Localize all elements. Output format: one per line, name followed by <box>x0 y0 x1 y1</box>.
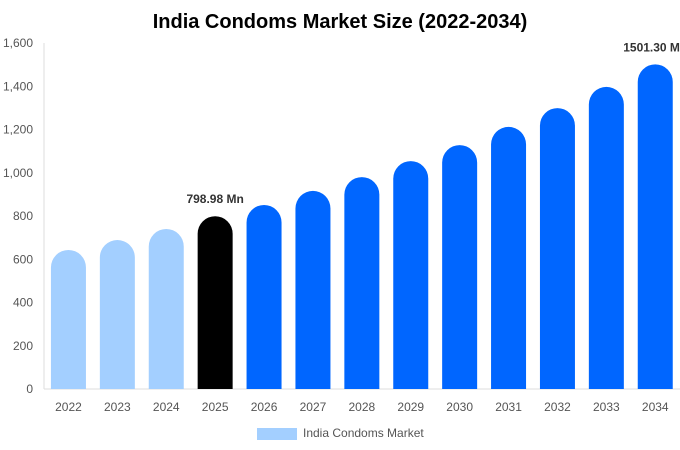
bar-2026[interactable] <box>246 204 282 389</box>
x-tick-label: 2025 <box>202 400 229 414</box>
y-tick-label: 400 <box>13 296 33 310</box>
x-tick-label: 2024 <box>153 400 180 414</box>
data-label: 1501.30 Mn <box>623 40 680 54</box>
x-tick-label: 2028 <box>348 400 375 414</box>
x-tick-label: 2027 <box>300 400 327 414</box>
x-tick-label: 2029 <box>397 400 424 414</box>
bar-2028[interactable] <box>344 177 380 389</box>
y-tick-label: 1,200 <box>3 123 33 137</box>
y-tick-label: 1,000 <box>3 166 33 180</box>
bar-2030[interactable] <box>442 145 478 389</box>
x-tick-label: 2030 <box>446 400 473 414</box>
bar-2024[interactable] <box>148 228 184 389</box>
bar-2029[interactable] <box>393 161 429 389</box>
chart-title: India Condoms Market Size (2022-2034) <box>153 11 528 33</box>
bar-2025[interactable] <box>197 216 233 389</box>
y-tick-label: 1,400 <box>3 79 33 93</box>
bar-2033[interactable] <box>588 86 624 390</box>
x-tick-label: 2022 <box>55 400 82 414</box>
y-tick-label: 200 <box>13 339 33 353</box>
bar-2022[interactable] <box>50 249 86 389</box>
x-tick-label: 2031 <box>495 400 522 414</box>
x-tick-label: 2034 <box>642 400 669 414</box>
x-tick-label: 2032 <box>544 400 571 414</box>
data-label: 798.98 Mn <box>186 192 243 206</box>
bar-2023[interactable] <box>99 240 135 389</box>
bar-2031[interactable] <box>491 126 527 390</box>
x-tick-label: 2033 <box>593 400 620 414</box>
legend-swatch[interactable] <box>257 428 297 440</box>
y-tick-label: 600 <box>13 252 33 266</box>
y-tick-label: 1,600 <box>3 36 33 50</box>
y-tick-label: 0 <box>26 382 33 396</box>
y-tick-label: 800 <box>13 209 33 223</box>
legend-label[interactable]: India Condoms Market <box>303 426 424 440</box>
bar-2027[interactable] <box>295 190 331 389</box>
x-tick-label: 2026 <box>251 400 278 414</box>
bar-2032[interactable] <box>539 108 575 389</box>
x-tick-label: 2023 <box>104 400 131 414</box>
bar-2034[interactable] <box>637 64 673 389</box>
